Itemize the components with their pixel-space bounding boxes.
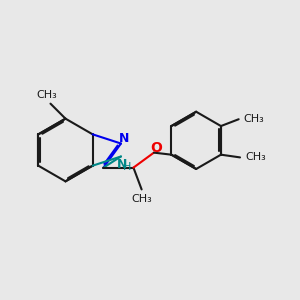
Text: CH₃: CH₃	[131, 194, 152, 204]
Text: CH₃: CH₃	[245, 152, 266, 162]
Text: O: O	[150, 141, 162, 155]
Text: N: N	[117, 158, 128, 171]
Text: CH₃: CH₃	[244, 114, 264, 124]
Text: H: H	[123, 162, 131, 172]
Text: N: N	[119, 132, 130, 145]
Text: CH₃: CH₃	[36, 90, 57, 100]
